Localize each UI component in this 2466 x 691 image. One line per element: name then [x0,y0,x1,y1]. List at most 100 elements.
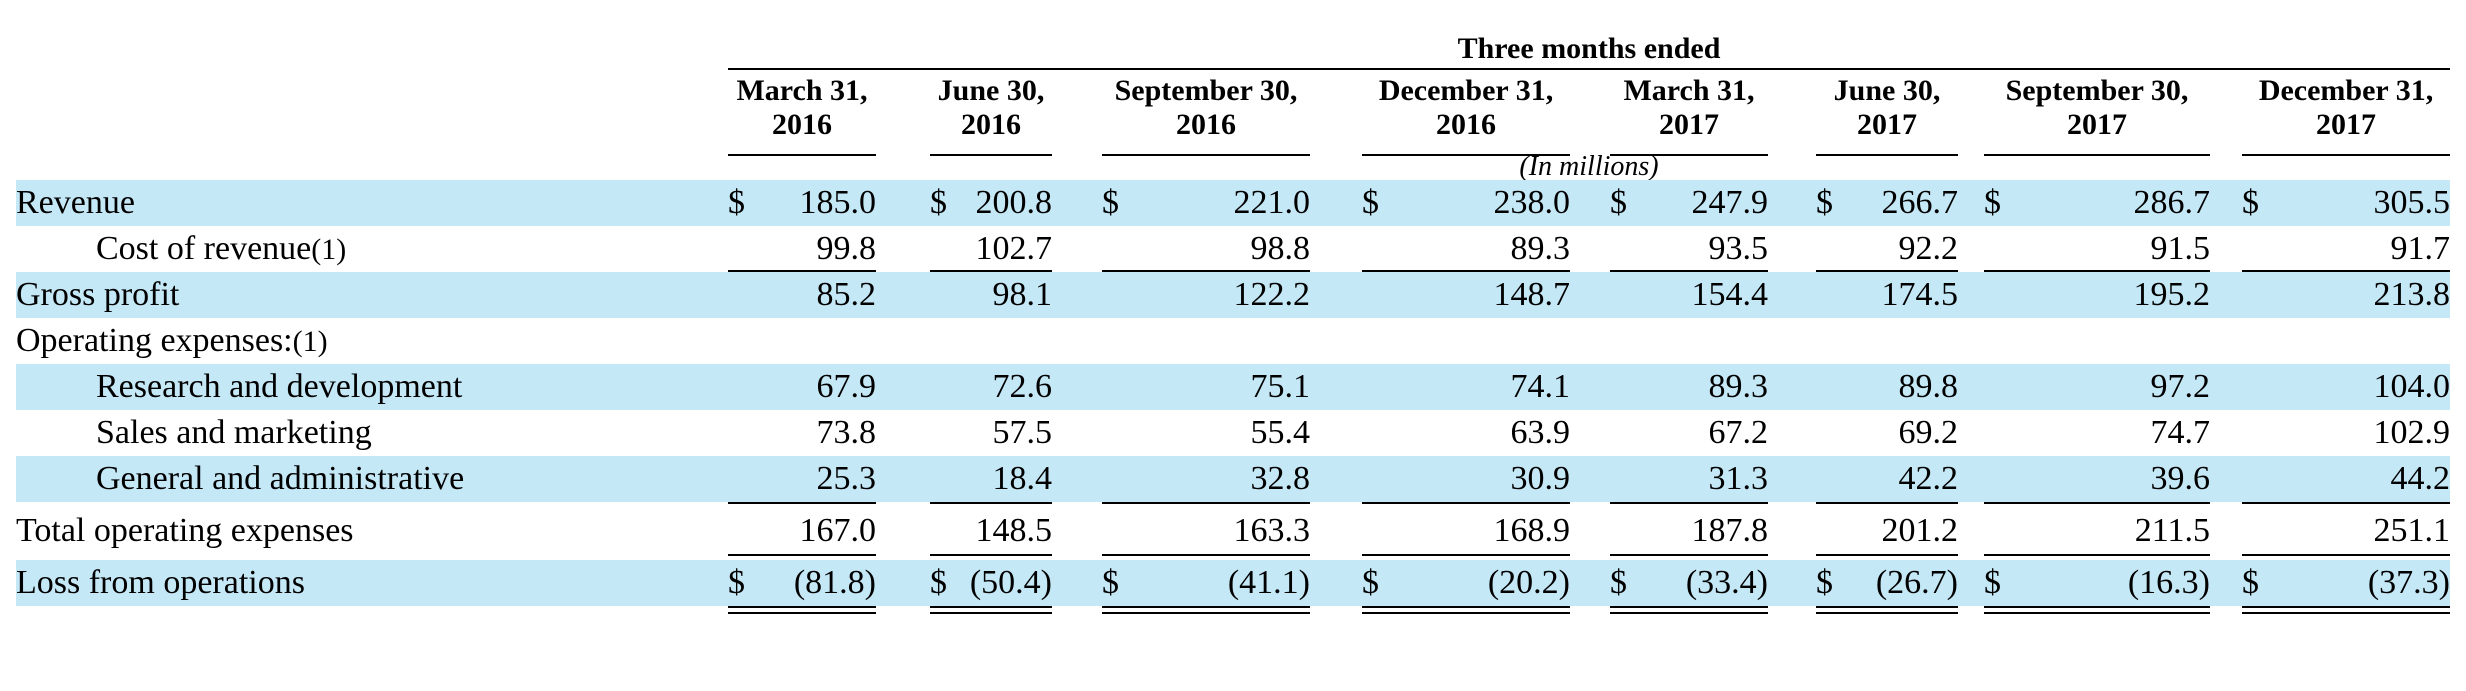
cell-value: 102.7 [975,230,1053,267]
group-header-rule [728,68,2450,70]
subtotal-rule [1362,270,1570,272]
subtotal-rule [1984,554,2210,556]
group-header: Three months ended [1457,32,1721,65]
table-cell: 32.8 [1102,456,1311,502]
cell-value: 55.4 [1250,414,1311,451]
table-cell [1362,318,1570,364]
subtotal-rule [2242,270,2450,272]
cell-value: 148.7 [1493,276,1571,313]
row-label-text: Cost of revenue [96,230,312,267]
cell-value: 213.8 [2373,276,2451,313]
currency-symbol: $ [930,184,947,221]
cell-value: 154.4 [1691,276,1769,313]
subtotal-rule [728,554,876,556]
cell-value: 286.7 [2133,184,2211,221]
currency-symbol: $ [2242,184,2259,221]
table-cell: 167.0 [728,508,877,554]
row-label: Gross profit [16,272,179,318]
column-header: June 30, 2017 [1816,74,1958,156]
cell-value: 67.9 [816,368,877,405]
cell-value: 247.9 [1691,184,1769,221]
cell-value: 167.0 [799,512,877,549]
subtotal-rule [728,270,876,272]
cell-value: 168.9 [1493,512,1571,549]
subtotal-rule [930,554,1052,556]
column-header: March 31, 2016 [728,74,876,156]
cell-value: 57.5 [992,414,1053,451]
row-label-text: Total operating expenses [16,512,354,549]
subtotal-rule [1816,502,1958,504]
column-header-period: March 31, [1623,74,1755,107]
cell-value: 187.8 [1691,512,1769,549]
subtotal-rule [1816,554,1958,556]
cell-value: (16.3) [2127,564,2210,601]
table-cell: 44.2 [2242,456,2451,502]
footnote-marker: (1) [292,325,328,358]
cell-value: (50.4) [969,564,1052,601]
table-row: Cost of revenue(1) 99.8 102.7 98.8 89.3 93.5 9… [16,226,2450,272]
column-header-year: 2017 [1659,108,1719,141]
cell-value: 251.1 [2373,512,2451,549]
table-cell: $200.8 [930,180,1052,226]
cell-value: 75.1 [1250,368,1311,405]
column-header: September 30, 2016 [1102,74,1310,156]
table-cell: 67.9 [728,364,877,410]
row-label-text: Loss from operations [16,564,305,601]
column-header: June 30, 2016 [930,74,1052,156]
table-cell: 251.1 [2242,508,2451,554]
table-cell: 39.6 [1984,456,2211,502]
footnote-marker: (1) [311,233,347,266]
cell-value: 67.2 [1708,414,1769,451]
cell-value: 92.2 [1898,230,1959,267]
cell-value: 72.6 [992,368,1053,405]
total-double-rule [2242,606,2450,614]
total-double-rule [1610,606,1768,614]
currency-symbol: $ [1610,564,1627,601]
row-label: Revenue [16,180,135,226]
table-cell: $266.7 [1816,180,1958,226]
table-row: Sales and marketing 73.8 57.5 55.4 63.9 67.2 6… [16,410,2450,456]
column-header-period: September 30, [2005,74,2189,107]
currency-symbol: $ [1984,564,2001,601]
cell-value: 98.1 [992,276,1053,313]
table-cell: 85.2 [728,272,877,318]
table-cell: 99.8 [728,226,877,272]
cell-value: (26.7) [1875,564,1958,601]
column-header-period: September 30, [1114,74,1298,107]
table-cell: 42.2 [1816,456,1959,502]
table-cell: 102.7 [930,226,1053,272]
cell-value: 211.5 [2134,512,2210,549]
table-cell [2242,318,2450,364]
currency-symbol: $ [1102,564,1119,601]
total-double-rule [930,606,1052,614]
table-row: Revenue $185.0 $200.8 $221.0 $238.0 $247.9 $26… [16,180,2450,226]
table-row: Loss from operations $ (81.8) $ (50.4) $ (41.1… [16,560,2450,606]
cell-value: 18.4 [992,460,1053,497]
table-cell: $ (26.7) [1816,560,1958,606]
cell-value: (37.3) [2367,564,2450,601]
cell-value: 122.2 [1233,276,1311,313]
table-cell [930,318,1052,364]
cell-value: (33.4) [1685,564,1768,601]
subtotal-rule [728,502,876,504]
column-header-year: 2017 [2067,108,2127,141]
table-cell: 104.0 [2242,364,2451,410]
subtotal-rule [1816,270,1958,272]
table-cell: 122.2 [1102,272,1311,318]
table-cell: 63.9 [1362,410,1571,456]
subtotal-rule [1610,554,1768,556]
subtotal-rule [2242,502,2450,504]
cell-value: 74.7 [2150,414,2211,451]
cell-value: 39.6 [2150,460,2211,497]
cell-value: 221.0 [1233,184,1311,221]
cell-value: 99.8 [816,230,877,267]
cell-value: 148.5 [975,512,1053,549]
table-cell: 201.2 [1816,508,1959,554]
cell-value: 89.8 [1898,368,1959,405]
table-cell: 98.1 [930,272,1053,318]
column-header-year: 2016 [1176,108,1236,141]
table-cell [728,318,876,364]
cell-value: 32.8 [1250,460,1311,497]
currency-symbol: $ [1816,184,1833,221]
total-double-rule [1362,606,1570,614]
